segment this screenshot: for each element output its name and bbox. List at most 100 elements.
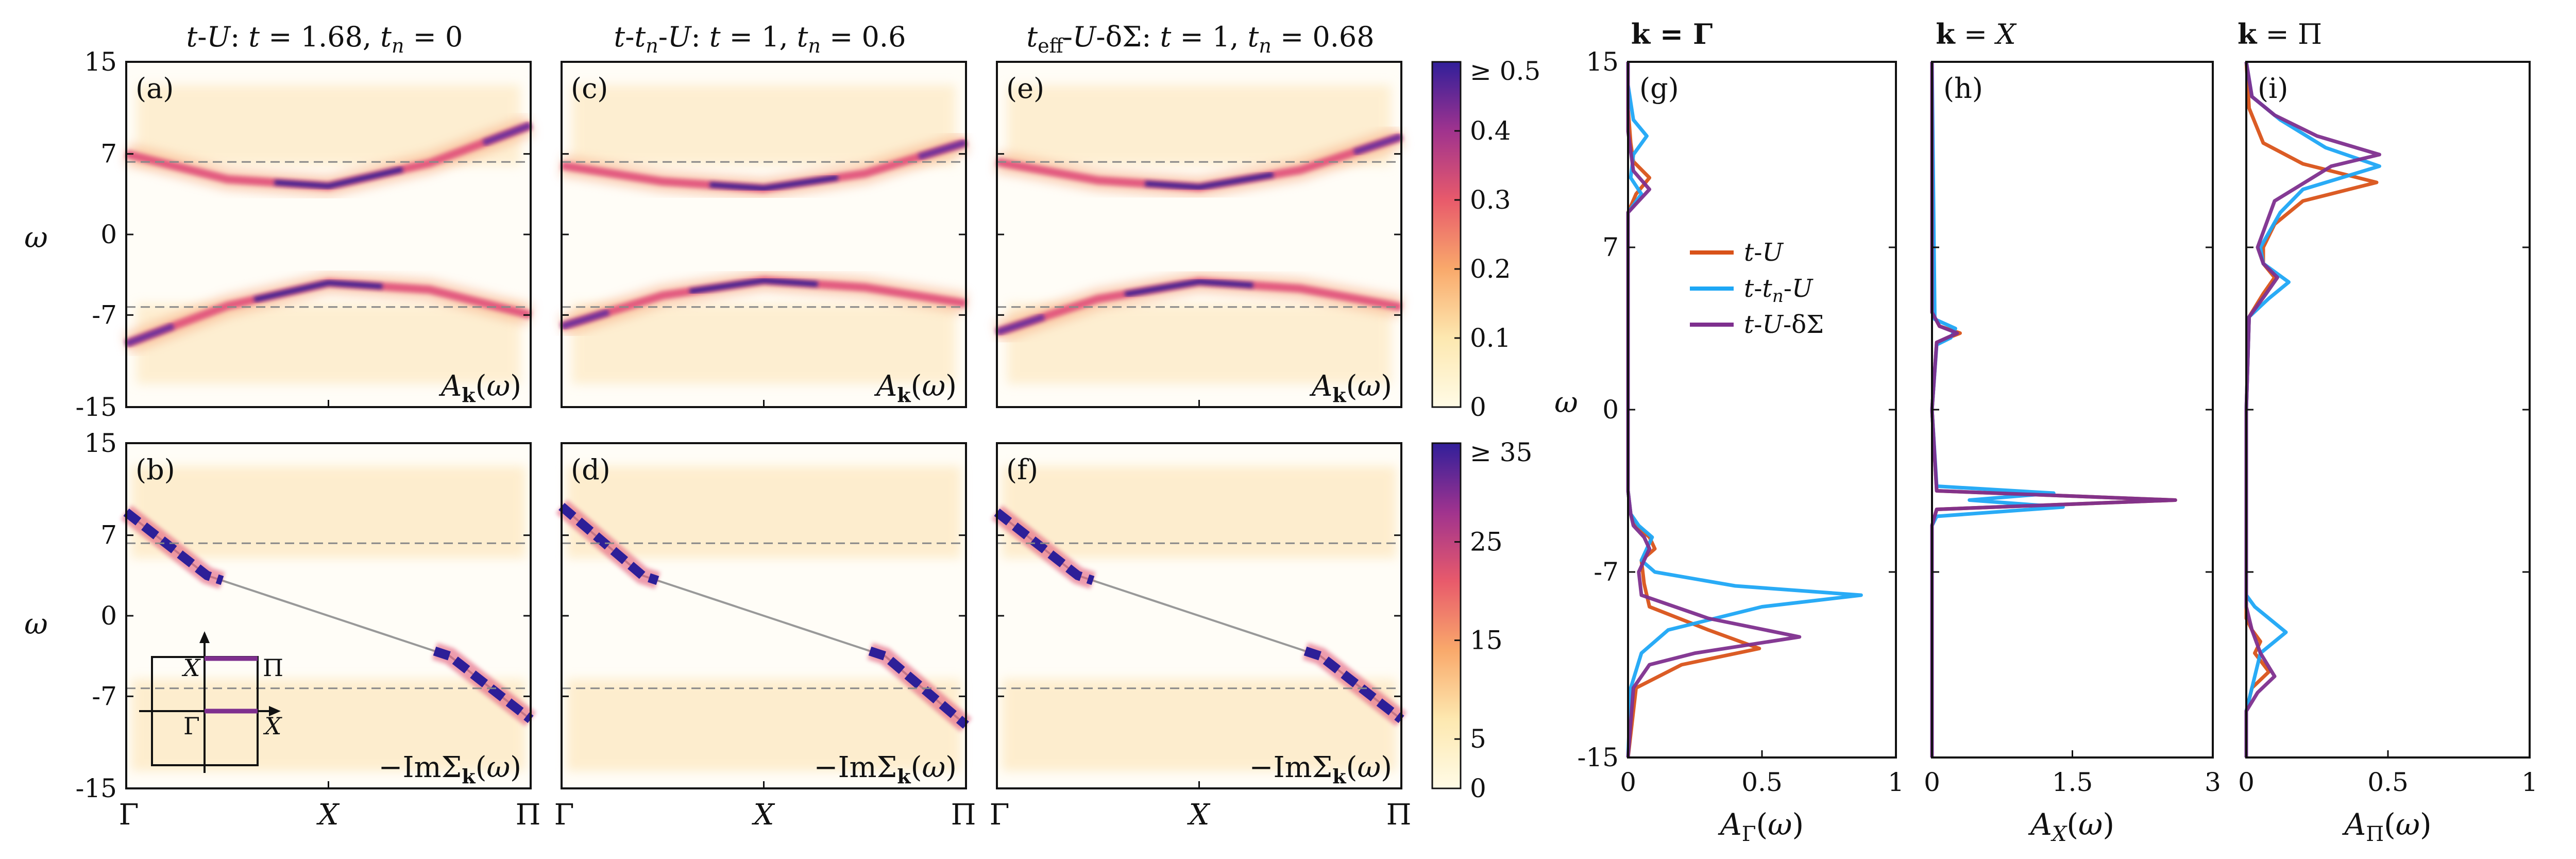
x-axis-label: AX(ω): [2028, 807, 2114, 846]
panel-letter: (a): [135, 72, 174, 105]
k-tick-label: Γ: [119, 798, 139, 832]
heatmap-glow: [131, 466, 526, 559]
x-axis-label: AΓ(ω): [1718, 807, 1804, 846]
series-line-tU: [2244, 61, 2381, 757]
heatmap-glow: [572, 85, 956, 165]
colorbar-max-label: ≥ 0.5: [1470, 56, 1540, 86]
colorbar-selfenergy: ≥ 35 25 15 5 0: [1431, 437, 1532, 803]
colorbar-gradient: [1431, 442, 1462, 789]
y-tick-label: -7: [92, 681, 117, 711]
band-core: [274, 166, 403, 189]
heatmap-glow: [567, 679, 961, 771]
x-tick-label: 0.5: [2367, 767, 2409, 797]
omega-label-bottom: ω: [24, 608, 48, 641]
series-line-ttnU: [1930, 61, 2065, 757]
colorbar-tick-label: 0.4: [1470, 116, 1511, 146]
y-tick-label: -7: [92, 300, 117, 330]
colorbar-tick-label: 15: [1470, 626, 1503, 655]
panel-letter: (h): [1943, 72, 1983, 105]
y-tick-label: 7: [1602, 232, 1619, 262]
heatmap-panel-d: (d) −ImΣk(ω) Γ X Π: [554, 442, 976, 832]
title-ttnU: t-tn-U: t = 1, tn = 0.6: [614, 21, 906, 57]
band-end: [482, 122, 532, 146]
pole-core: [558, 502, 659, 585]
bz-inset: X Π Γ X: [139, 631, 283, 773]
title-pi: k = Π: [2238, 18, 2322, 50]
panel-letter: (b): [135, 453, 175, 486]
heatmap-panel-c: (c) Ak(ω): [558, 61, 969, 408]
omega-label-top: ω: [24, 221, 48, 255]
band-core: [1124, 279, 1253, 297]
k-tick-label: X: [752, 798, 775, 832]
y-tick-label: 7: [100, 520, 117, 550]
heatmap-panels: 15 7 0 -7 -15 (a) Ak(ω) 15 7 0 -7 -15 (b) −ImΣk(ω) Γ X Π…: [75, 47, 1411, 832]
k-tick-label: X: [1187, 798, 1211, 832]
panel-letter: (i): [2258, 72, 2288, 105]
y-tick-label: 7: [100, 139, 117, 169]
quantity-label: Ak(ω): [874, 369, 957, 407]
heatmap-glow: [572, 304, 956, 384]
pole-core: [123, 508, 224, 585]
band-end: [561, 309, 610, 330]
x-tick-label: 0: [1924, 767, 1940, 797]
band-end: [125, 323, 175, 347]
colorbar-tick-label: 0.3: [1470, 185, 1511, 215]
pole-core: [1303, 646, 1404, 723]
panel-letter: (g): [1639, 72, 1679, 105]
heatmap-glow: [567, 466, 961, 559]
panel-letter: (d): [571, 453, 611, 486]
y-tick-label: 0: [1602, 395, 1619, 425]
colorbar-tick-label: 0: [1470, 773, 1486, 803]
x-tick-label: 0: [2238, 767, 2255, 797]
legend-label: t-U: [1744, 238, 1784, 267]
bz-label-x-right: X: [263, 712, 283, 740]
x-axis-label: AΠ(ω): [2342, 807, 2431, 846]
panel-letter: (f): [1006, 453, 1038, 486]
k-tick-label: Π: [1386, 798, 1412, 832]
colorbar-tick-label: 0.2: [1470, 254, 1511, 284]
quantity-label: −ImΣk(ω): [1249, 751, 1392, 788]
y-tick-label: -15: [75, 392, 117, 422]
band-end: [996, 313, 1045, 335]
band-core: [1145, 172, 1274, 190]
legend-label: t-U-δΣ: [1744, 310, 1824, 339]
colorbars: ≥ 0.5 0.4 0.3 0.2 0.1 0 ≥ 35 25 15 5 0: [1431, 56, 1540, 803]
bz-label-pi: Π: [263, 654, 283, 682]
k-tick-label: X: [316, 798, 340, 832]
band-core: [709, 175, 839, 191]
line-panel-h: 0 1.5 3 (h) AX(ω): [1924, 61, 2221, 846]
bz-arrow-right: [269, 706, 281, 716]
k-tick-label: Π: [516, 798, 541, 832]
heatmap-panel-a: 15 7 0 -7 -15 (a) Ak(ω): [75, 47, 535, 422]
title-teff: teff-U-δΣ: t = 1, tn = 0.68: [1026, 21, 1374, 57]
k-tick-label: Γ: [990, 798, 1010, 832]
band-end: [918, 139, 967, 160]
title-x: k = X: [1936, 18, 2017, 50]
bz-arrow-up: [199, 631, 210, 643]
k-tick-label: Π: [951, 798, 976, 832]
y-tick-label: 15: [84, 47, 117, 77]
column-titles: t-U: t = 1.68, tn = 0 t-tn-U: t = 1, tn …: [187, 18, 2322, 57]
x-tick-label: 1.5: [2052, 767, 2093, 797]
series-line-ttnU: [2244, 61, 2381, 757]
series-line-tU: [1930, 62, 2177, 757]
x-tick-label: 1: [2521, 767, 2538, 797]
band-core: [689, 278, 818, 294]
panel-letter: (e): [1006, 72, 1044, 105]
colorbar-tick-label: 25: [1470, 527, 1503, 557]
panel-frame: [1931, 61, 2214, 759]
y-tick-label: -15: [1577, 743, 1619, 772]
panel-frame: [1627, 61, 1897, 759]
band-core: [253, 280, 383, 302]
title-gamma: k = Γ: [1631, 18, 1713, 50]
colorbar-gradient: [1431, 61, 1462, 408]
x-tick-label: 0: [1620, 767, 1636, 797]
heatmap-glow: [131, 679, 526, 771]
band-end: [1353, 133, 1402, 156]
y-tick-label: 15: [1586, 47, 1619, 77]
colorbar-spectral: ≥ 0.5 0.4 0.3 0.2 0.1 0: [1431, 56, 1540, 422]
quantity-label: −ImΣk(ω): [379, 751, 521, 788]
colorbar-tick-label: 5: [1470, 724, 1486, 754]
